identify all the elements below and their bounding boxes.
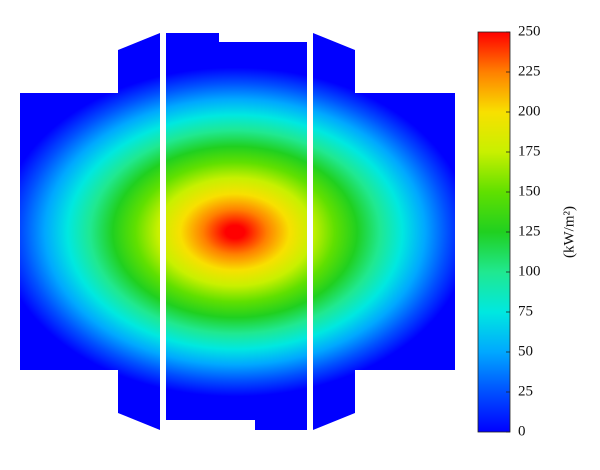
- colorbar-tick-label: 75: [518, 303, 533, 319]
- colorbar: [477, 31, 511, 433]
- colorbar-tick-label: 225: [518, 63, 541, 79]
- center-panel: [166, 33, 307, 430]
- colorbar-tick-label: 50: [518, 343, 533, 359]
- left-bottom-tab: [118, 370, 160, 430]
- left-top-tab: [118, 33, 160, 93]
- heat-field: [20, 33, 455, 430]
- colorbar-label: (kW/m²): [561, 206, 577, 258]
- right-bottom-tab: [313, 370, 355, 430]
- colorbar-tick-label: 175: [518, 143, 541, 159]
- colorbar-tick-label: 25: [518, 383, 533, 399]
- colorbar-tick-label: 150: [518, 183, 541, 199]
- colorbar-tick-label: 125: [518, 223, 541, 239]
- colorbar-tick-label: 200: [518, 103, 541, 119]
- colorbar-tick-label: 100: [518, 263, 541, 279]
- right-panel: [313, 93, 455, 370]
- colorbar-tick-label: 0: [518, 423, 526, 439]
- left-panel: [20, 93, 160, 370]
- right-top-tab: [313, 33, 355, 93]
- colorbar-tick-label: 250: [518, 23, 541, 39]
